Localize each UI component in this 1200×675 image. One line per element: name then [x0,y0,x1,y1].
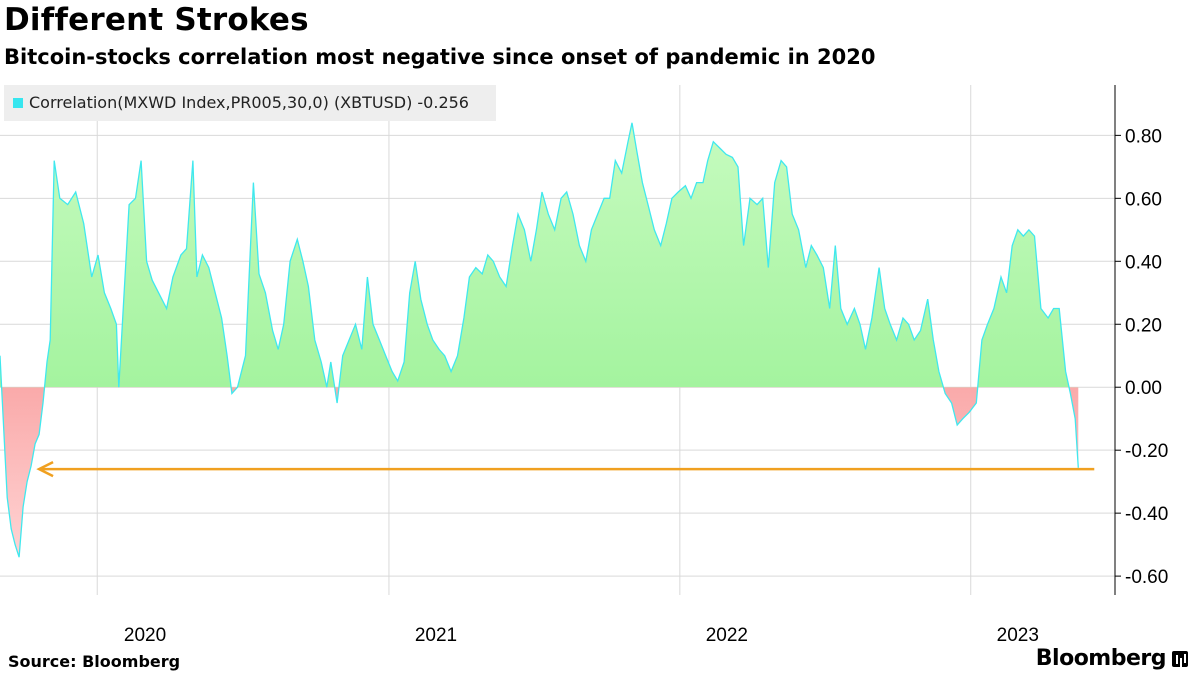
brand-logo: Bloomberg [1036,646,1188,671]
y-tick-label: 0.40 [1125,252,1162,273]
legend-swatch [13,98,23,108]
x-tick-label: 2020 [124,625,166,646]
x-tick-label: 2023 [997,625,1039,646]
x-tick-label: 2021 [415,625,457,646]
y-tick-label: 0.80 [1125,126,1162,147]
positive-area [0,122,1079,388]
series-line [0,122,1079,558]
y-tick-label: -0.60 [1125,567,1168,588]
y-tick-label: 0.00 [1125,378,1162,399]
y-tick-label: 0.60 [1125,189,1162,210]
chart-subtitle: Bitcoin-stocks correlation most negative… [4,45,876,69]
bloomberg-icon [1172,650,1188,667]
legend-label: Correlation(MXWD Index,PR005,30,0) (XBTU… [29,93,469,112]
x-tick-label: 2022 [706,625,748,646]
source-note: Source: Bloomberg [8,652,181,671]
negative-area [1,387,1079,558]
chart-legend: Correlation(MXWD Index,PR005,30,0) (XBTU… [4,85,496,121]
brand-name: Bloomberg [1035,646,1167,671]
chart-title: Different Strokes [4,2,309,38]
annotation-arrow-head [36,460,54,478]
y-tick-label: -0.40 [1125,504,1168,525]
y-tick-label: 0.20 [1125,315,1162,336]
y-tick-label: -0.20 [1125,441,1168,462]
